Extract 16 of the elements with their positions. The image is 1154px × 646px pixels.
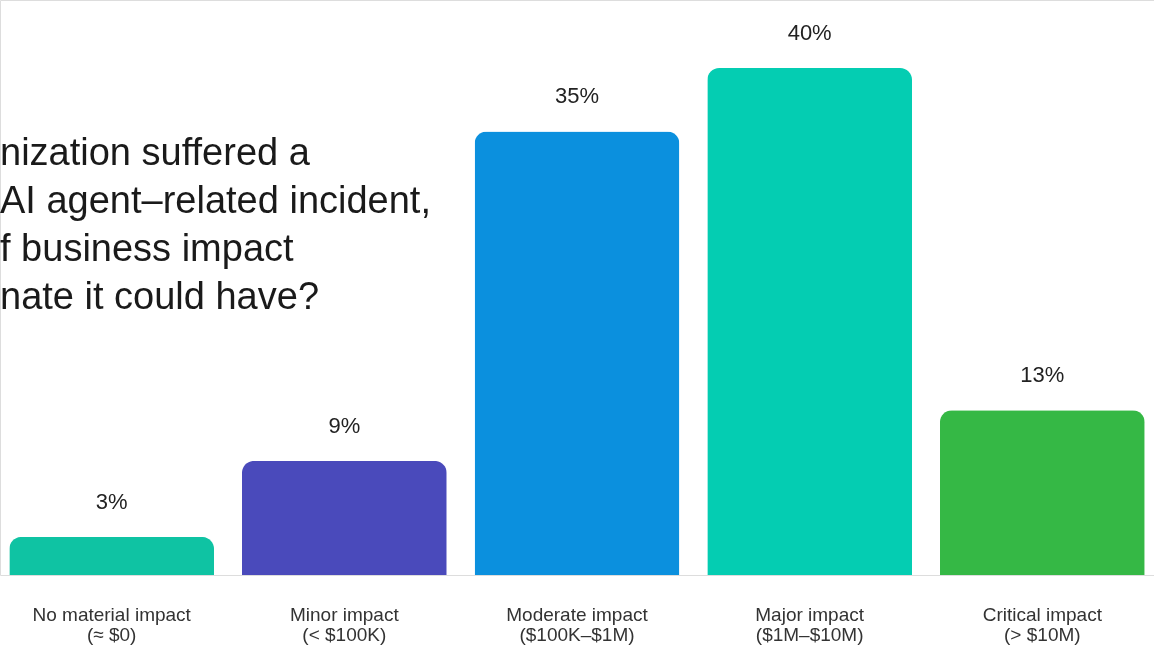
x-tick-label: No material impact (≈ $0)	[32, 603, 192, 645]
data-label: 13%	[1020, 362, 1065, 388]
x-tick-label: Major impact ($1M–$10M)	[755, 603, 865, 645]
bar	[9, 536, 215, 575]
x-tick-label: Minor impact (< $100K)	[289, 603, 400, 645]
bar	[707, 68, 913, 575]
x-tick-label: Moderate impact ($100K–$1M)	[506, 603, 649, 645]
x-tick-label: Critical impact (> $10M)	[982, 603, 1103, 645]
data-label: 9%	[328, 412, 361, 438]
data-label: 40%	[787, 20, 832, 45]
data-label: 3%	[95, 488, 128, 514]
bar	[474, 131, 680, 575]
bar	[939, 410, 1145, 575]
bar	[241, 460, 447, 575]
text: nization suffered a AI agent–related incident, f business impact nate it could have?	[0, 131, 431, 317]
data-label: 35%	[554, 83, 600, 109]
